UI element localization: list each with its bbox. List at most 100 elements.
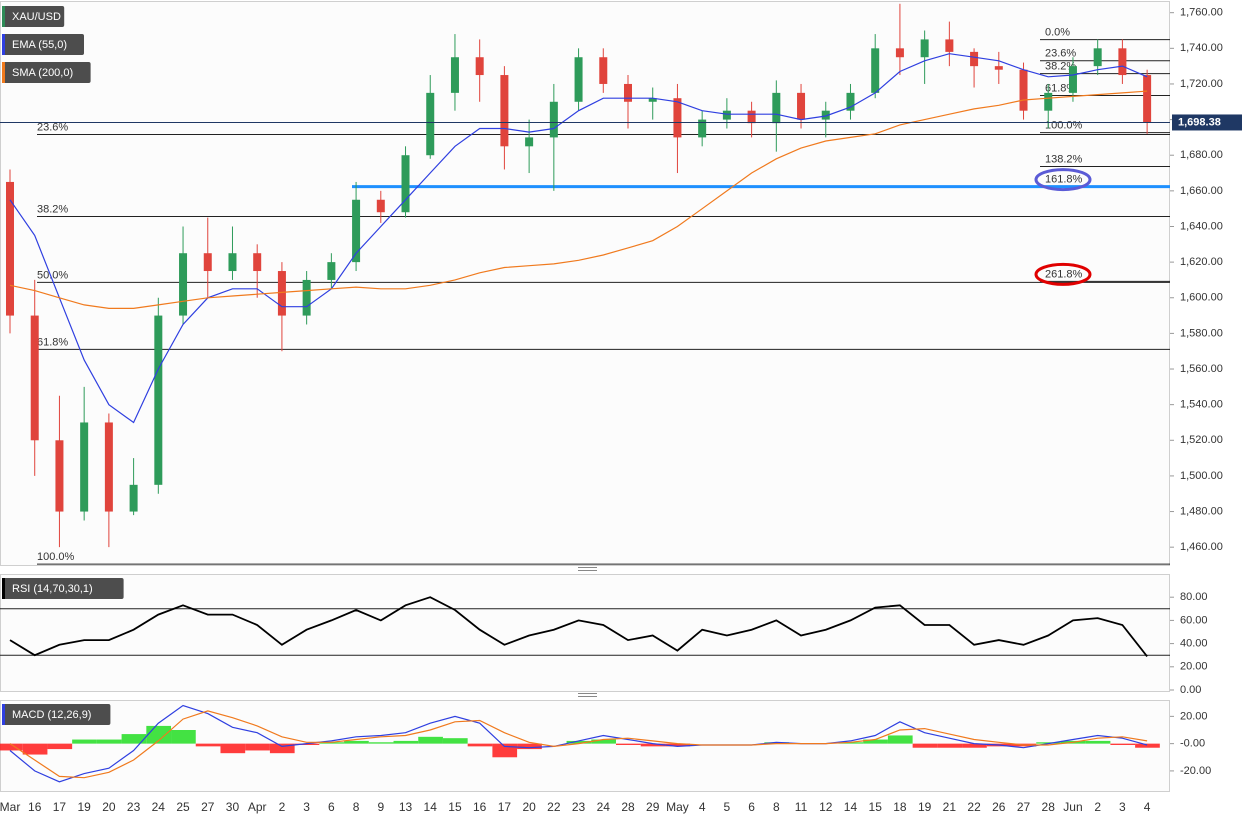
resize-handle[interactable]: [578, 567, 597, 697]
histogram-bar: [442, 738, 468, 744]
x-tick-label: 15: [448, 800, 462, 814]
fib-label: 138.2%: [1045, 153, 1083, 165]
y-tick-label: 80.00: [1180, 591, 1208, 603]
histogram-bar: [22, 743, 48, 755]
histogram-bar: [912, 743, 938, 748]
x-tick-label: 20: [102, 800, 116, 814]
legend-swatch: [2, 6, 5, 27]
legend-label: SMA (200,0): [12, 67, 73, 79]
candle-body: [30, 315, 39, 441]
x-tick-label: 25: [176, 800, 190, 814]
histogram-bar: [1085, 740, 1111, 744]
histogram-bar: [121, 734, 147, 744]
x-tick-label: 4: [1144, 800, 1151, 814]
x-tick-label: 26: [992, 800, 1006, 814]
y-tick-label: -20.00: [1180, 765, 1211, 777]
histogram-bar: [887, 735, 913, 744]
x-tick-label: 16: [28, 800, 42, 814]
x-tick-label: 6: [328, 800, 335, 814]
y-tick-label: 1,640.00: [1180, 220, 1223, 232]
x-tick-label: 6: [748, 800, 755, 814]
y-tick-label: 1,660.00: [1180, 185, 1223, 197]
legend-label: RSI (14,70,30,1): [12, 583, 93, 595]
candle-body: [500, 75, 509, 147]
x-tick-label: 23: [572, 800, 586, 814]
x-tick-label: 24: [597, 800, 611, 814]
x-tick-label: 21: [943, 800, 957, 814]
x-tick-label: 11: [795, 800, 808, 814]
histogram-bar: [47, 743, 73, 750]
histogram-bar: [72, 739, 97, 744]
x-tick-label: 4: [699, 800, 706, 814]
x-tick-label: Jun: [1063, 800, 1082, 814]
candle-body: [1068, 66, 1077, 93]
candle-body: [55, 440, 64, 512]
fib-label: 161.8%: [1045, 173, 1083, 185]
candle-body: [154, 315, 163, 485]
fib-label: 100.0%: [37, 551, 75, 563]
histogram-bar: [616, 743, 641, 745]
x-tick-label: 2: [279, 800, 286, 814]
x-tick-label: 5: [724, 800, 731, 814]
candle-body: [6, 181, 14, 316]
legend-box: [2, 578, 124, 599]
macd-line: [9, 704, 1148, 783]
candle-body: [722, 110, 731, 120]
legend-swatch: [2, 578, 5, 599]
histogram-bar: [171, 730, 196, 744]
candle-body: [549, 101, 558, 138]
legend-label: XAU/USD: [12, 11, 61, 23]
y-tick-label: 40.00: [1180, 638, 1208, 650]
candle-body: [797, 92, 806, 120]
y-tick-label: 1,500.00: [1180, 470, 1223, 482]
y-tick-label: 1,760.00: [1180, 7, 1223, 19]
candle-body: [352, 199, 361, 263]
candle-body: [277, 271, 286, 316]
x-tick-label: 30: [226, 800, 240, 814]
candle-body: [426, 92, 435, 156]
candle-body: [203, 253, 212, 272]
x-tick-label: 22: [547, 800, 561, 814]
x-tick-label: 14: [844, 800, 858, 814]
y-tick-label: 1,560.00: [1180, 363, 1223, 375]
fib-label: 261.8%: [1045, 268, 1083, 280]
y-tick-label: 1,540.00: [1180, 399, 1223, 411]
histogram-bar: [640, 743, 666, 747]
candle-body: [895, 48, 904, 58]
candle-body: [698, 119, 707, 138]
histogram-bar: [220, 743, 246, 754]
histogram-bar: [245, 743, 270, 751]
y-tick-label: 0.00: [1180, 684, 1201, 696]
histogram-bar: [1135, 743, 1160, 748]
histogram-bar: [368, 742, 394, 744]
x-tick-label: 28: [621, 800, 635, 814]
candle-body: [747, 110, 756, 124]
legend-box: [2, 704, 111, 725]
fib-highlight: [1034, 262, 1092, 286]
fib-highlight: [1034, 168, 1092, 192]
candle-body: [327, 262, 336, 280]
histogram-bar: [467, 743, 493, 747]
histogram-bar: [962, 743, 987, 748]
candle-body: [945, 39, 954, 52]
y-tick-label: 20.00: [1180, 661, 1208, 673]
histogram-bar: [269, 743, 295, 754]
x-tick-label: 2: [1094, 800, 1101, 814]
x-tick-label: May: [666, 800, 689, 814]
x-tick-label: 29: [646, 800, 660, 814]
candle-body: [1143, 75, 1152, 123]
legend-label: MACD (12,26,9): [12, 709, 91, 721]
candle-body: [525, 137, 534, 147]
y-tick-label: 1,620.00: [1180, 256, 1223, 268]
candle-body: [80, 422, 89, 512]
legend-swatch: [2, 62, 5, 83]
fib-label: 38.2%: [37, 203, 68, 215]
y-tick-label: 1,740.00: [1180, 42, 1223, 54]
rsi-panel: [0, 574, 1170, 692]
histogram-bar: [591, 739, 616, 744]
histogram-bar: [319, 742, 345, 744]
y-tick-label: 1,520.00: [1180, 434, 1223, 446]
x-tick-label: 14: [424, 800, 438, 814]
